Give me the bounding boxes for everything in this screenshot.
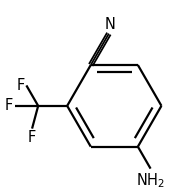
Text: N: N xyxy=(104,17,115,32)
Text: F: F xyxy=(28,130,36,145)
Text: F: F xyxy=(5,98,13,113)
Text: F: F xyxy=(16,78,25,93)
Text: NH$_2$: NH$_2$ xyxy=(136,171,165,190)
